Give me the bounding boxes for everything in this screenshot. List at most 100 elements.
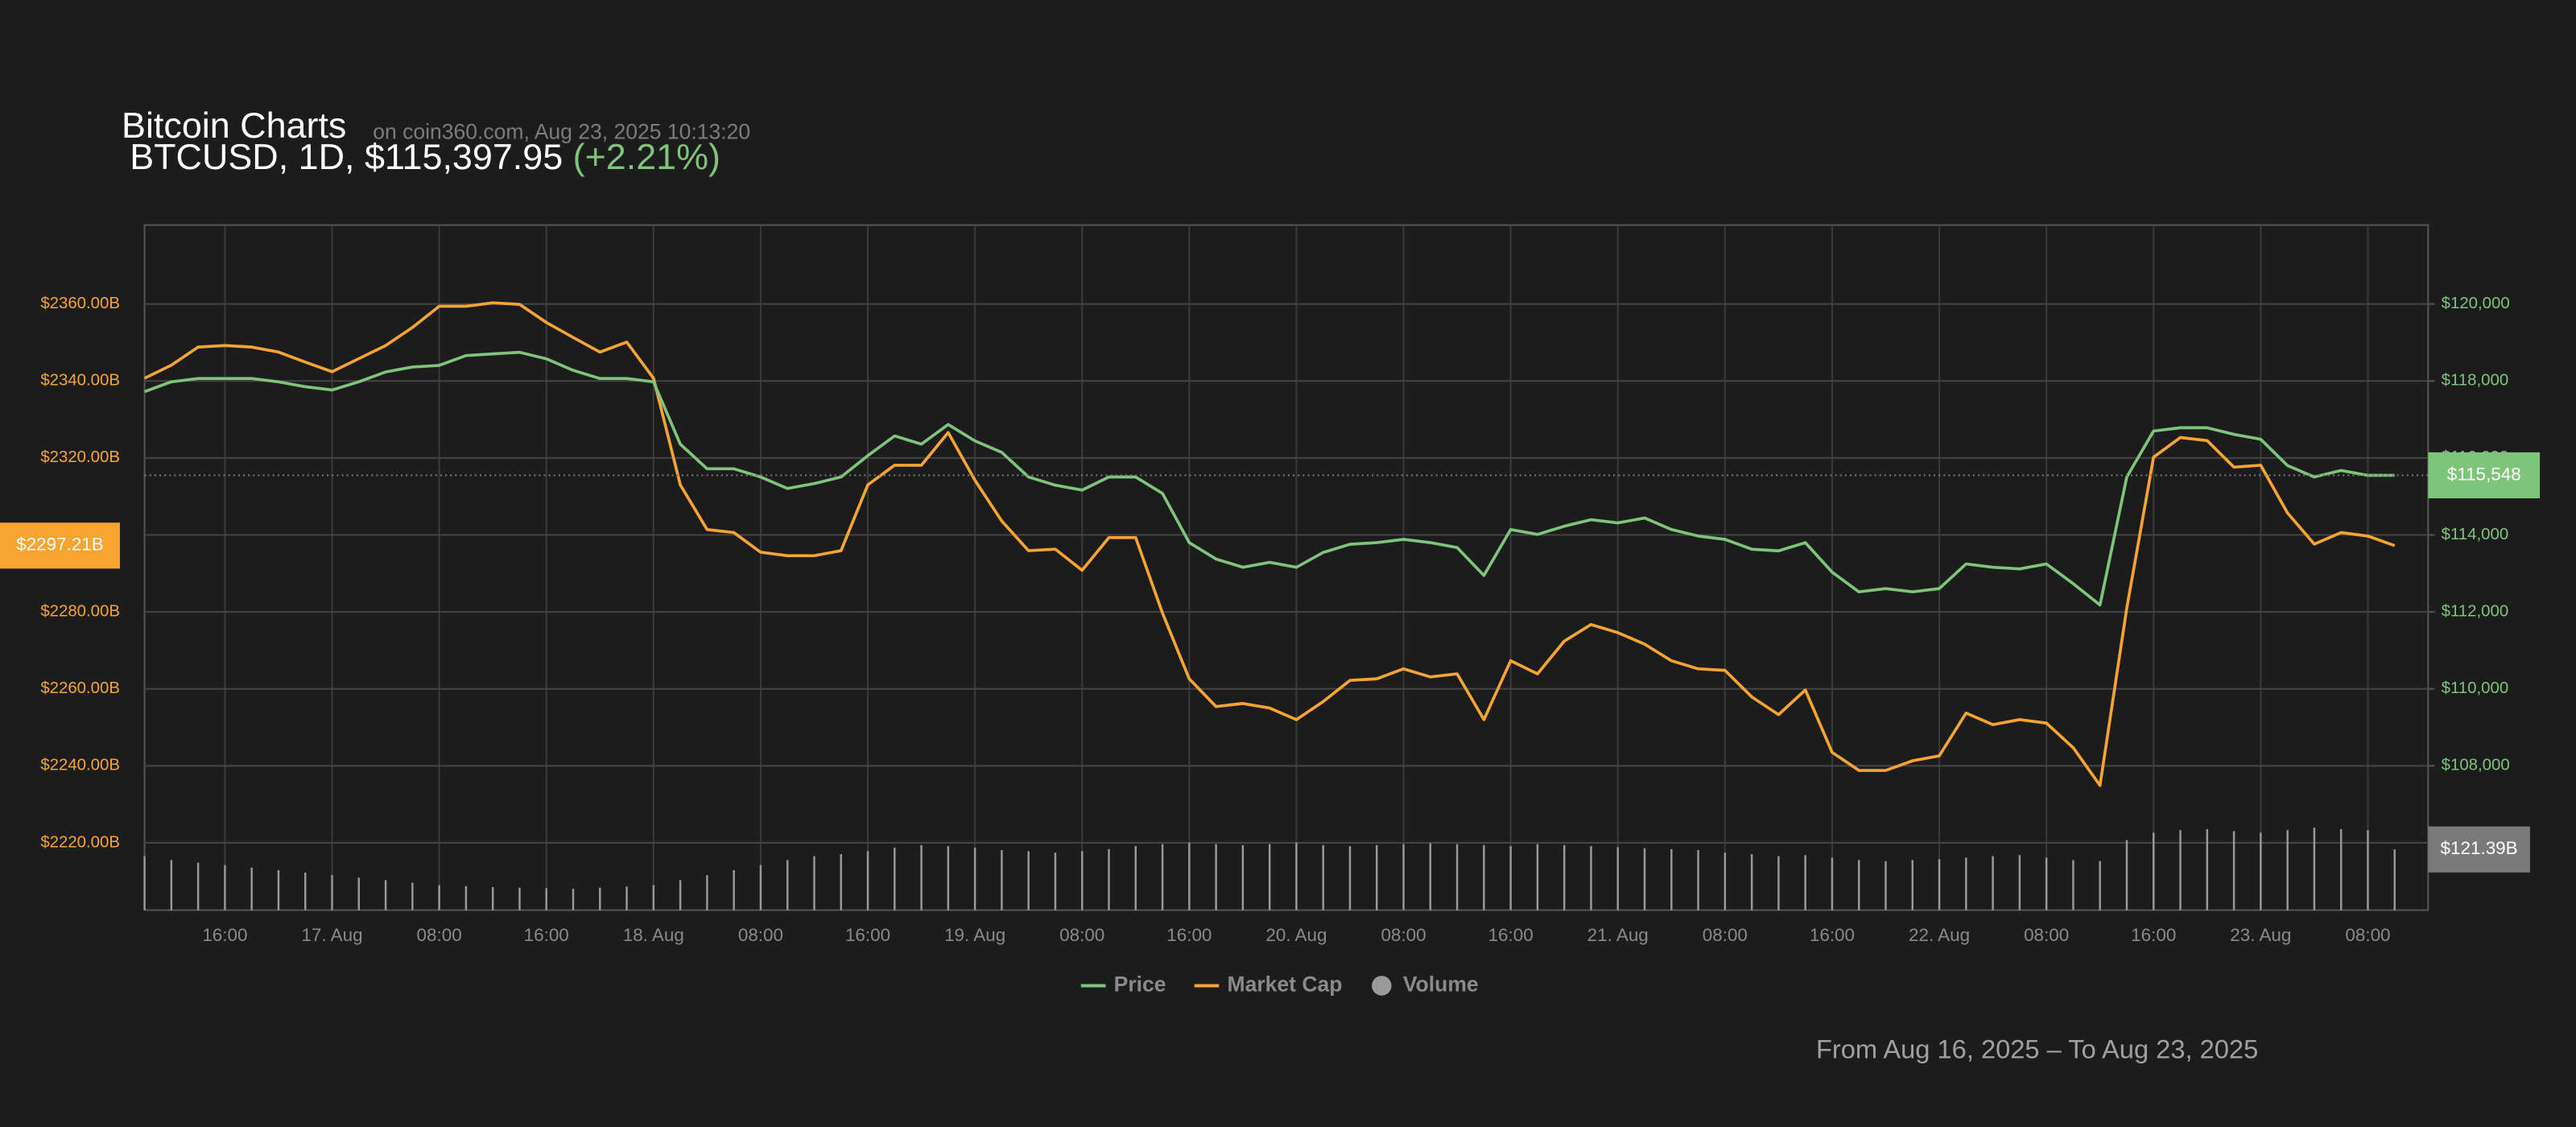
legend-label: Price xyxy=(1114,972,1166,997)
y2-tick-label: $112,000 xyxy=(2442,602,2509,620)
x-tick-label: 16:00 xyxy=(1166,925,1212,945)
x-tick-label: 08:00 xyxy=(2024,925,2069,945)
volume-bar xyxy=(464,886,468,910)
series-line xyxy=(143,301,2396,787)
volume-bar xyxy=(545,888,547,910)
x-tick-label: 08:00 xyxy=(1381,925,1426,945)
volume-bar xyxy=(679,880,682,910)
volume-bar xyxy=(1081,851,1084,910)
volume-bar xyxy=(2045,857,2048,910)
volume-bar xyxy=(1777,856,1780,910)
volume-bar xyxy=(196,862,200,910)
legend-label: Market Cap xyxy=(1227,972,1342,997)
y2-tick-label: $108,000 xyxy=(2442,757,2510,774)
volume-bar xyxy=(2072,860,2074,910)
volume-bar xyxy=(1348,846,1352,910)
volume-bar xyxy=(2286,830,2289,910)
x-tick-label: 23. Aug xyxy=(2230,925,2291,945)
volume-bar xyxy=(518,887,521,910)
volume-bar xyxy=(652,885,655,910)
volume-bar xyxy=(277,869,280,910)
volume-bar xyxy=(1108,848,1110,910)
value-marker xyxy=(2428,826,2530,873)
volume-bar xyxy=(733,869,735,910)
volume-bar xyxy=(786,860,789,910)
volume-bar xyxy=(1455,844,1459,910)
volume-bar xyxy=(599,887,601,910)
volume-bar xyxy=(224,865,226,910)
legend-label: Volume xyxy=(1403,972,1479,997)
volume-bar xyxy=(706,875,708,910)
volume-bar xyxy=(1590,846,1592,910)
x-tick-label: 17. Aug xyxy=(301,925,362,945)
volume-bar xyxy=(813,856,815,910)
volume-bar xyxy=(1724,852,1727,910)
volume-bar xyxy=(1001,850,1003,910)
y2-tick-label: $114,000 xyxy=(2442,526,2509,543)
y-tick-label: $2260.00B xyxy=(40,679,120,697)
plot-frame xyxy=(143,224,2429,911)
x-tick-label: 08:00 xyxy=(738,925,783,945)
x-tick-label: 08:00 xyxy=(2345,925,2390,945)
volume-bar xyxy=(572,888,575,910)
volume-bar xyxy=(357,877,361,910)
volume-bar xyxy=(304,873,307,910)
volume-bar xyxy=(973,847,976,910)
volume-bar xyxy=(1670,848,1673,910)
series-line xyxy=(143,350,2395,607)
headline-text: BTCUSD, 1D, $115,397.95 xyxy=(130,136,563,177)
y-tick-label: $2240.00B xyxy=(40,757,120,774)
y-tick-label: $2280.00B xyxy=(40,602,120,620)
volume-bar xyxy=(2232,831,2235,910)
volume-bar xyxy=(1295,842,1298,910)
value-marker-label: $2297.21B xyxy=(16,535,104,555)
volume-bar xyxy=(1322,844,1324,910)
x-tick-label: 16:00 xyxy=(524,925,569,945)
volume-bar xyxy=(625,886,628,910)
x-tick-label: 19. Aug xyxy=(944,925,1005,945)
volume-bar xyxy=(1134,846,1137,910)
volume-bar xyxy=(2339,828,2343,910)
value-marker xyxy=(0,522,120,569)
volume-bar xyxy=(920,844,923,910)
volume-bar xyxy=(1965,857,1967,910)
change: (+2.21%) xyxy=(573,136,720,177)
x-tick-label: 22. Aug xyxy=(1909,925,1970,945)
volume-bar xyxy=(1483,844,1485,910)
volume-bar xyxy=(1215,844,1217,910)
value-marker-label: $115,548 xyxy=(2447,464,2521,484)
value-marker-label: $121.39B xyxy=(2441,838,2518,858)
x-tick-label: 08:00 xyxy=(417,925,462,945)
x-tick-label: 18. Aug xyxy=(623,925,684,945)
volume-bar xyxy=(1992,856,1994,910)
volume-bar xyxy=(250,867,253,910)
volume-bar xyxy=(438,885,440,910)
volume-bar xyxy=(2018,855,2021,910)
volume-bar xyxy=(1054,852,1057,910)
volume-bar xyxy=(1938,859,1941,910)
value-marker xyxy=(2428,452,2541,499)
volume-bar xyxy=(759,865,762,910)
volume-bar xyxy=(2099,861,2101,910)
volume-bar xyxy=(1804,855,1806,910)
volume-bar xyxy=(866,851,869,910)
volume-bar xyxy=(2260,832,2262,910)
volume-bar xyxy=(1616,847,1619,910)
volume-bar xyxy=(2179,830,2182,910)
volume-bar xyxy=(1161,844,1164,910)
volume-bar xyxy=(1376,844,1378,910)
y2-tick-label: $110,000 xyxy=(2442,679,2509,697)
volume-bar xyxy=(1697,850,1699,910)
x-tick-label: 16:00 xyxy=(202,925,247,945)
volume-bar xyxy=(1429,843,1432,910)
x-tick-label: 16:00 xyxy=(1488,925,1534,945)
volume-bar xyxy=(384,880,387,910)
volume-bar xyxy=(840,854,842,910)
volume-bar xyxy=(1268,844,1271,910)
x-tick-label: 08:00 xyxy=(1059,925,1104,945)
volume-bar xyxy=(947,846,950,910)
volume-bar xyxy=(2125,840,2128,910)
